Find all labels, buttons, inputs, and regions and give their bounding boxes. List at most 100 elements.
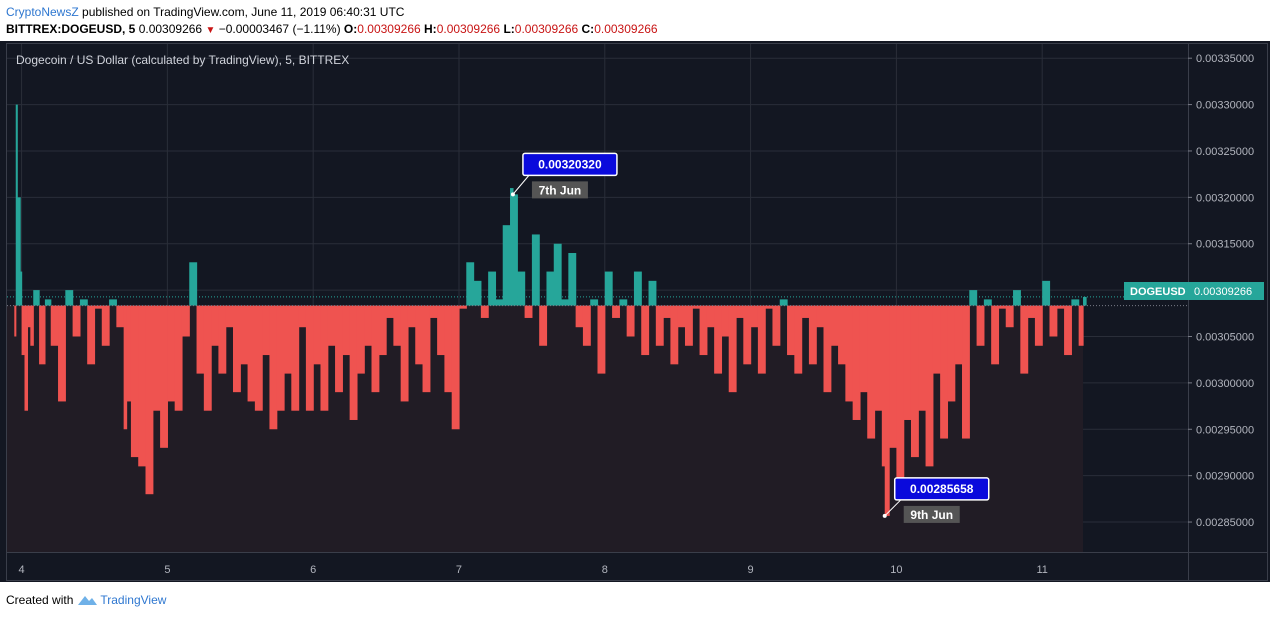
price-bar bbox=[1083, 296, 1087, 306]
last-price: 0.00309266 bbox=[138, 22, 203, 36]
callout-pointer bbox=[884, 499, 902, 517]
price-bar bbox=[590, 299, 599, 306]
price-bar bbox=[881, 305, 886, 467]
price-bar bbox=[371, 305, 380, 393]
price-bar bbox=[510, 188, 514, 306]
price-bar bbox=[808, 305, 817, 365]
price-bar bbox=[779, 299, 788, 306]
price-bar bbox=[699, 305, 708, 356]
price-bar bbox=[196, 305, 205, 374]
price-bar bbox=[604, 271, 613, 306]
price-tick-label: 0.00330000 bbox=[1196, 100, 1254, 112]
close-value: 0.00309266 bbox=[594, 22, 658, 36]
price-bar bbox=[896, 305, 905, 485]
price-bar bbox=[444, 305, 453, 393]
callout-box bbox=[893, 477, 990, 501]
price-bar bbox=[1042, 280, 1051, 306]
price-bar bbox=[925, 305, 934, 467]
price-bar bbox=[39, 305, 46, 365]
price-bar bbox=[232, 305, 241, 393]
price-bar bbox=[561, 299, 569, 306]
price-bar bbox=[400, 305, 409, 402]
price-bar bbox=[663, 305, 672, 318]
callout-value: 0.00285658 bbox=[910, 482, 974, 496]
price-bar bbox=[1078, 305, 1084, 346]
price-chart[interactable]: 0.00285000 0.00290000 0.00295000 0.00300000… bbox=[0, 41, 1270, 582]
price-tick-label: 0.00320000 bbox=[1196, 192, 1254, 204]
price-bar bbox=[706, 305, 715, 328]
price-bar bbox=[378, 305, 387, 356]
plot-area bbox=[7, 104, 1188, 552]
price-bar bbox=[1013, 290, 1021, 306]
current-price-symbol: DOGEUSD bbox=[1130, 286, 1186, 298]
price-bar bbox=[932, 305, 941, 374]
price-bar bbox=[787, 305, 795, 356]
price-bar bbox=[298, 305, 307, 328]
price-bar bbox=[801, 305, 810, 318]
callout-point bbox=[510, 192, 515, 197]
price-bar bbox=[44, 299, 52, 306]
price-bar bbox=[859, 305, 868, 393]
price-bar bbox=[750, 305, 759, 328]
price-bar bbox=[24, 305, 29, 411]
price-bar bbox=[531, 234, 540, 306]
price-bar bbox=[633, 271, 642, 306]
time-tick-label: 10 bbox=[890, 564, 902, 576]
price-bar bbox=[429, 305, 438, 318]
price-bar bbox=[582, 305, 591, 346]
price-bar bbox=[327, 305, 336, 346]
price-bar bbox=[553, 243, 562, 306]
price-bar bbox=[189, 262, 198, 306]
price-bar bbox=[181, 305, 190, 337]
price-bar bbox=[87, 305, 96, 365]
price-bar bbox=[123, 305, 128, 430]
price-bar bbox=[910, 305, 919, 458]
price-bar bbox=[918, 305, 927, 411]
price-bar bbox=[203, 305, 212, 411]
price-bar bbox=[109, 299, 117, 306]
price-bar bbox=[648, 280, 657, 306]
close-label: C: bbox=[581, 22, 595, 36]
price-bar bbox=[772, 305, 781, 346]
price-bar bbox=[1056, 305, 1065, 309]
price-bar bbox=[138, 305, 147, 467]
price-bar bbox=[889, 305, 897, 448]
published-text: published on TradingView.com, June 11, 2… bbox=[78, 5, 405, 19]
price-tick-label: 0.00315000 bbox=[1196, 239, 1254, 251]
tradingview-link[interactable]: TradingView bbox=[100, 593, 167, 607]
price-bar bbox=[830, 305, 839, 346]
price-bar bbox=[101, 305, 110, 346]
callout-pointer bbox=[512, 175, 530, 195]
chart-title: Dogecoin / US Dollar (calculated by Trad… bbox=[16, 53, 349, 67]
price-bar bbox=[225, 305, 234, 328]
price-bar bbox=[539, 305, 548, 346]
price-bar bbox=[349, 305, 358, 420]
price-bar bbox=[130, 305, 139, 458]
price-bar bbox=[15, 104, 18, 306]
price-bar bbox=[415, 305, 424, 365]
price-bar bbox=[437, 305, 446, 356]
price-bar bbox=[991, 305, 1000, 365]
time-tick-label: 7 bbox=[456, 564, 462, 576]
time-tick-label: 8 bbox=[602, 564, 608, 576]
price-tick-label: 0.00285000 bbox=[1196, 517, 1254, 529]
price-bar bbox=[852, 305, 861, 420]
price-bar bbox=[838, 305, 846, 365]
price-bar bbox=[393, 305, 402, 346]
price-bar bbox=[116, 305, 125, 328]
price-bar bbox=[743, 305, 752, 365]
price-bar bbox=[313, 305, 322, 365]
price-bar bbox=[728, 305, 737, 393]
price-bar bbox=[1027, 305, 1036, 318]
symbol-label: BITTREX:DOGEUSD, 5 bbox=[6, 22, 136, 36]
author-link[interactable]: CryptoNewsZ bbox=[6, 5, 79, 19]
price-bar bbox=[473, 280, 482, 306]
price-bar bbox=[167, 305, 176, 402]
low-value: 0.00309266 bbox=[514, 22, 579, 36]
price-bar bbox=[30, 305, 34, 346]
price-bar bbox=[145, 305, 154, 495]
price-bar bbox=[335, 305, 343, 393]
time-axis[interactable]: 4 5 6 7 8 9 10 11 bbox=[19, 564, 1048, 576]
price-bar bbox=[21, 305, 26, 356]
price-bar bbox=[502, 225, 511, 306]
